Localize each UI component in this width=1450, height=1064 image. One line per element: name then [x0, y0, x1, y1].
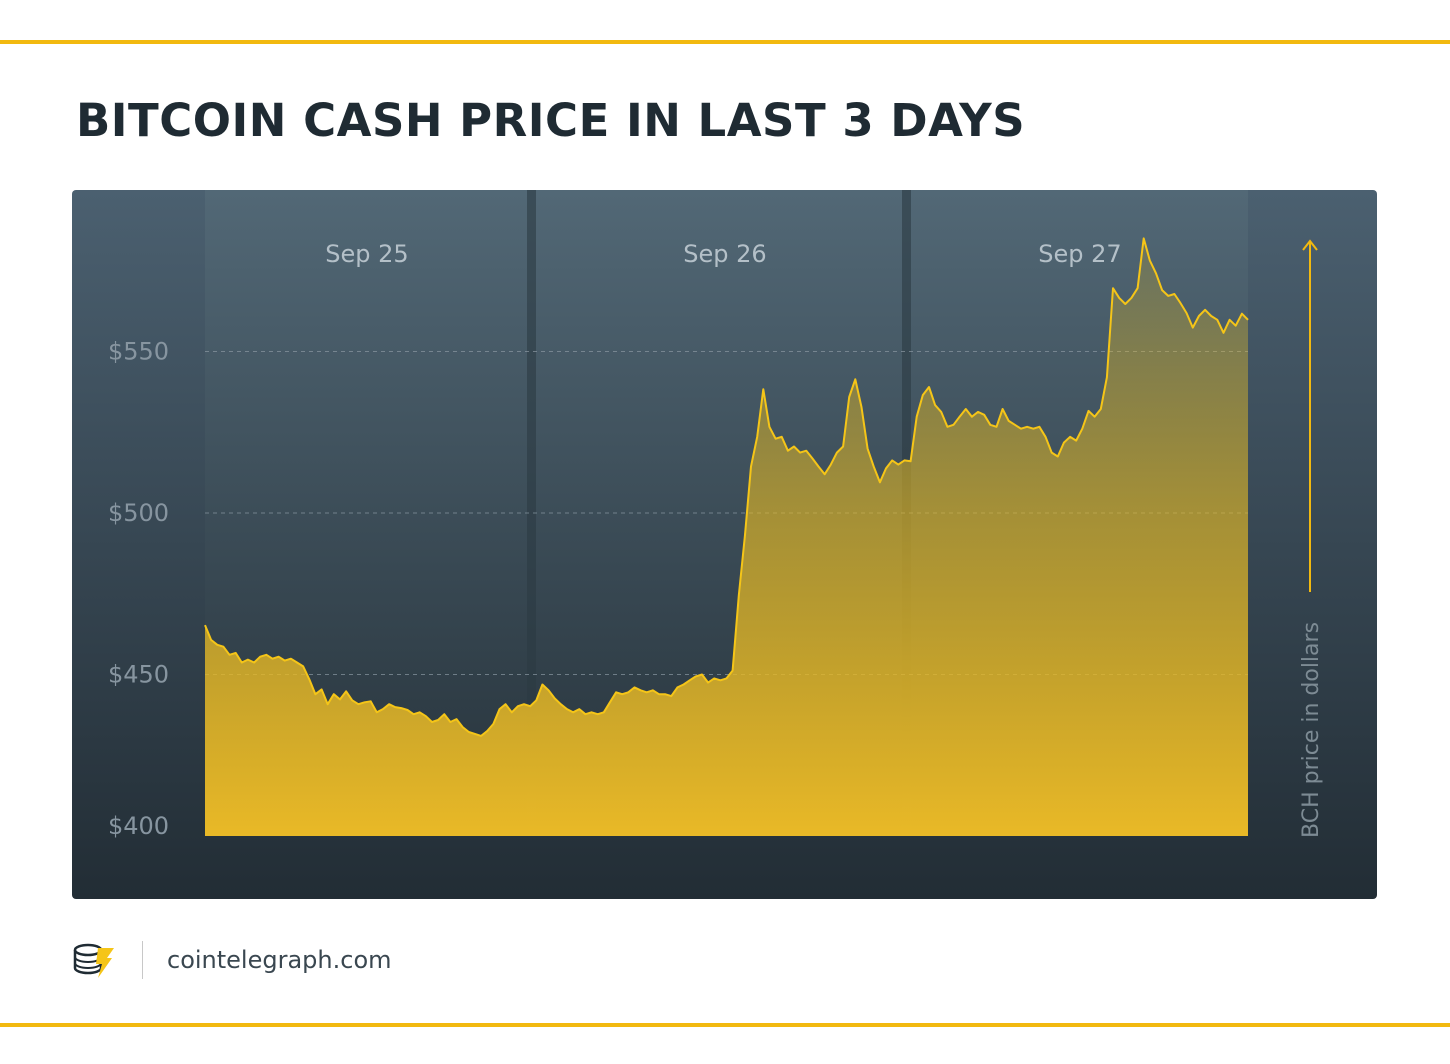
y-tick-label: $500	[108, 499, 169, 527]
y-tick-label: $400	[108, 812, 169, 840]
x-category-label: Sep 27	[1038, 240, 1121, 268]
x-category-label: Sep 26	[683, 240, 766, 268]
y-tick-label: $550	[108, 338, 169, 366]
footer: cointelegraph.com	[72, 940, 392, 980]
x-category-label: Sep 25	[325, 240, 408, 268]
top-accent-rule	[0, 40, 1450, 44]
arrow-head-icon	[1302, 239, 1318, 251]
site-url: cointelegraph.com	[167, 946, 392, 974]
chart-title: BITCOIN CASH PRICE IN LAST 3 DAYS	[76, 94, 1026, 147]
price-line	[204, 237, 1249, 737]
bottom-accent-rule	[0, 1023, 1450, 1027]
y-tick-label: $450	[108, 661, 169, 689]
y-axis-label: BCH price in dollars	[1299, 622, 1324, 838]
price-area	[205, 238, 1248, 836]
cointelegraph-logo-icon	[73, 943, 114, 978]
footer-divider	[142, 941, 143, 979]
day-separator	[527, 190, 536, 836]
